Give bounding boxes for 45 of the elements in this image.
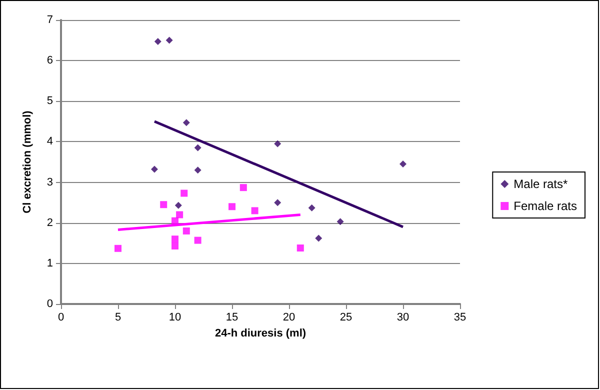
x-tick-label: 20 <box>282 312 296 324</box>
legend-label: Female rats <box>514 199 578 213</box>
y-tick-label: 1 <box>46 257 53 270</box>
point <box>180 190 188 197</box>
x-tick-label: 5 <box>114 312 122 324</box>
point <box>194 236 202 244</box>
point <box>172 236 178 243</box>
point <box>182 119 190 126</box>
point <box>194 166 202 174</box>
y-axis-title: Cl excretion (mmol) <box>22 110 34 214</box>
point <box>274 140 282 148</box>
point <box>336 218 344 226</box>
point <box>228 203 236 210</box>
point <box>308 204 316 212</box>
y-tick-label: 7 <box>46 14 53 26</box>
point <box>251 207 258 214</box>
point <box>176 211 184 218</box>
point <box>194 144 202 152</box>
y-tick-label: 2 <box>46 216 53 229</box>
point <box>315 234 322 242</box>
y-tick-label: 0 <box>46 298 53 310</box>
point <box>174 202 182 209</box>
point <box>114 244 122 252</box>
x-tick-label: 35 <box>454 312 466 324</box>
y-tick-label: 4 <box>46 136 53 148</box>
point <box>274 199 282 206</box>
x-tick-label: 0 <box>58 312 64 324</box>
point <box>154 38 162 46</box>
point <box>182 227 190 234</box>
point <box>160 201 168 208</box>
point <box>172 242 178 250</box>
point <box>296 244 304 252</box>
x-axis-title: 24-h diuresis (ml) <box>214 328 306 340</box>
x-tick-label: 10 <box>168 312 182 324</box>
y-tick-label: 3 <box>46 176 53 188</box>
point <box>150 166 158 173</box>
x-tick-label: 15 <box>226 312 238 324</box>
y-tick-label: 6 <box>46 54 53 67</box>
point <box>166 36 173 44</box>
point <box>400 160 406 168</box>
legend-label: Male rats* <box>514 177 568 191</box>
x-tick-label: 25 <box>340 312 352 324</box>
x-tick-label: 30 <box>396 312 410 324</box>
point <box>240 184 247 192</box>
y-tick-label: 5 <box>46 95 53 108</box>
